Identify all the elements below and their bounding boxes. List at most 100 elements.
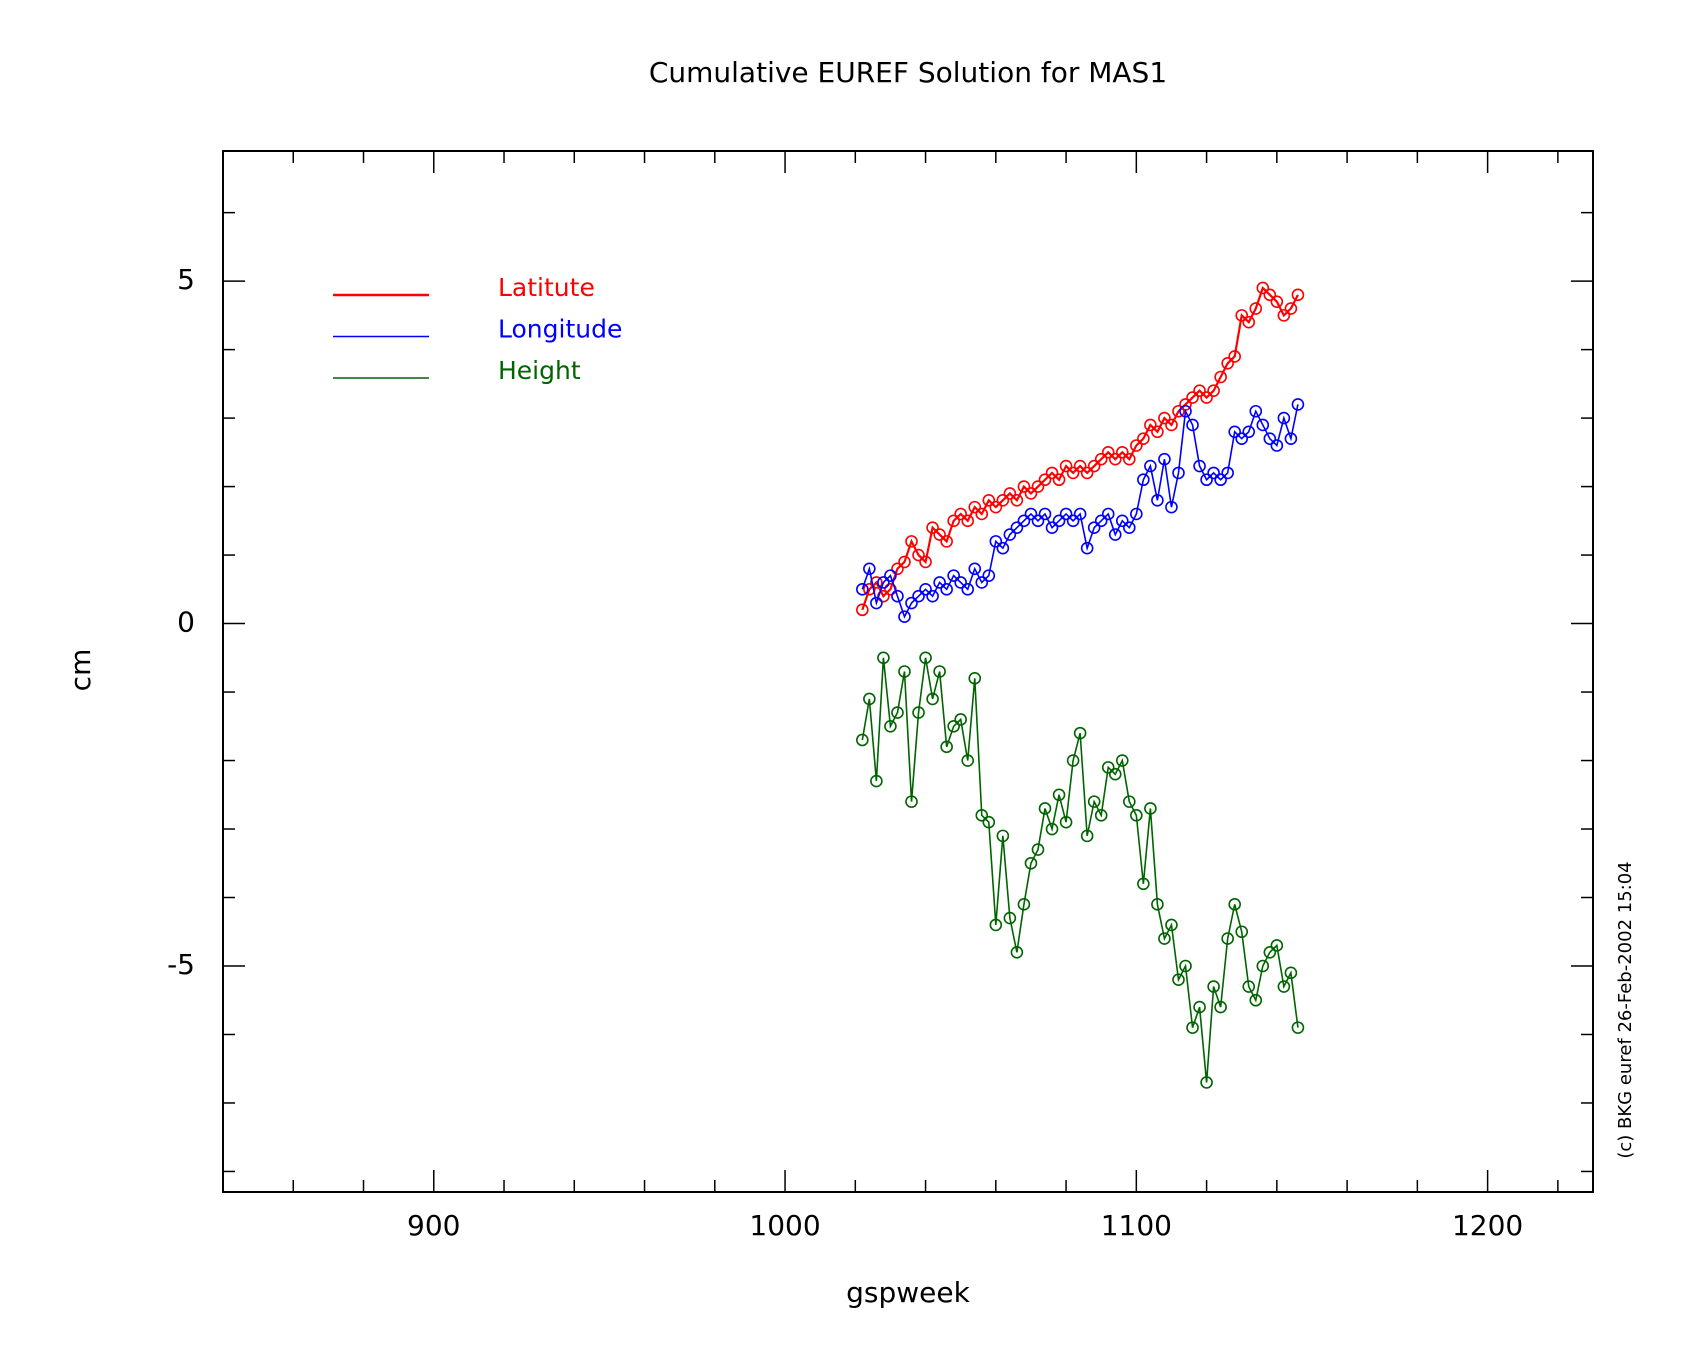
data-point: [1101, 761, 1115, 774]
data-point: [1045, 466, 1059, 480]
data-point: [1172, 404, 1185, 418]
data-point: [1108, 452, 1122, 466]
data-point: [919, 651, 932, 665]
data-point: [1291, 398, 1305, 411]
data-point: [1115, 446, 1129, 459]
data-point: [1193, 1000, 1206, 1014]
data-point: [1277, 411, 1291, 425]
data-point: [1221, 466, 1234, 480]
data-point: [1186, 418, 1199, 432]
data-point: [1277, 309, 1291, 322]
data-point: [1235, 432, 1249, 445]
data-point: [1038, 802, 1052, 815]
data-point: [1172, 973, 1185, 986]
data-point: [940, 583, 953, 596]
data-point: [1066, 466, 1080, 480]
data-point: [1200, 391, 1213, 404]
data-point: [1052, 788, 1066, 802]
data-point: [1158, 932, 1171, 945]
data-point: [1003, 911, 1017, 925]
data-point: [926, 692, 939, 706]
data-point: [1017, 480, 1031, 493]
data-point: [1123, 795, 1136, 808]
data-point: [1045, 822, 1059, 836]
data-point: [1073, 726, 1087, 740]
x-tick-label: 1100: [1101, 1209, 1172, 1242]
data-point: [968, 562, 982, 576]
data-point: [1094, 514, 1108, 528]
data-point: [1242, 980, 1256, 993]
data-point: [1038, 473, 1052, 487]
data-point: [1087, 795, 1101, 808]
data-point: [1249, 302, 1263, 315]
data-point: [919, 583, 932, 596]
y-tick-label: 0: [177, 606, 195, 639]
data-point: [1165, 918, 1178, 932]
data-point: [891, 562, 904, 576]
data-point: [1263, 432, 1277, 445]
series-group: [856, 651, 1305, 1089]
data-point: [1101, 507, 1115, 521]
data-point: [1130, 507, 1143, 521]
data-point: [1151, 425, 1164, 439]
data-point: [863, 562, 876, 576]
data-point: [933, 665, 946, 678]
data-point: [954, 507, 967, 521]
data-point: [933, 576, 946, 589]
data-point: [891, 706, 904, 719]
data-point: [1228, 425, 1241, 439]
data-point: [1101, 446, 1115, 459]
data-point: [870, 576, 883, 589]
data-point: [877, 576, 890, 589]
data-point: [1235, 925, 1249, 939]
data-point: [1130, 809, 1143, 822]
data-point: [1186, 391, 1199, 404]
data-point: [1151, 898, 1164, 911]
data-point: [933, 528, 946, 541]
data-point: [1221, 932, 1234, 945]
data-point: [1144, 459, 1157, 473]
data-point: [954, 713, 967, 726]
data-point: [1010, 945, 1024, 959]
data-point: [926, 521, 939, 534]
data-point: [996, 829, 1010, 843]
data-point: [1052, 473, 1066, 487]
data-point: [1186, 1021, 1199, 1034]
data-point: [1108, 767, 1122, 781]
data-point: [1080, 466, 1094, 480]
data-point: [996, 541, 1010, 555]
data-point: [1284, 966, 1298, 980]
data-point: [982, 569, 996, 582]
data-point: [1277, 980, 1291, 993]
x-tick-label: 900: [407, 1209, 460, 1242]
legend-label: Longitude: [498, 315, 622, 344]
data-point: [947, 514, 960, 528]
data-point: [1115, 754, 1129, 767]
data-point: [1179, 959, 1192, 973]
data-point: [989, 918, 1003, 932]
data-point: [884, 719, 897, 733]
data-point: [940, 740, 953, 754]
data-point: [870, 596, 883, 610]
data-point: [1123, 452, 1136, 466]
data-point: [1003, 487, 1017, 500]
data-point: [975, 507, 989, 521]
data-point: [1031, 480, 1045, 493]
data-point: [898, 665, 911, 678]
data-point: [1284, 432, 1298, 445]
data-point: [1200, 473, 1213, 487]
data-point: [1256, 418, 1270, 432]
data-point: [1165, 500, 1178, 514]
data-point: [1094, 452, 1108, 466]
data-point: [926, 589, 939, 603]
data-point: [905, 795, 918, 808]
data-point: [1207, 466, 1220, 480]
data-point: [1137, 877, 1150, 891]
data-point: [1270, 295, 1284, 308]
data-point: [1214, 370, 1227, 384]
data-point: [912, 548, 925, 562]
data-point: [975, 809, 989, 822]
data-point: [870, 774, 883, 788]
data-point: [975, 576, 989, 589]
data-point: [1017, 514, 1031, 528]
